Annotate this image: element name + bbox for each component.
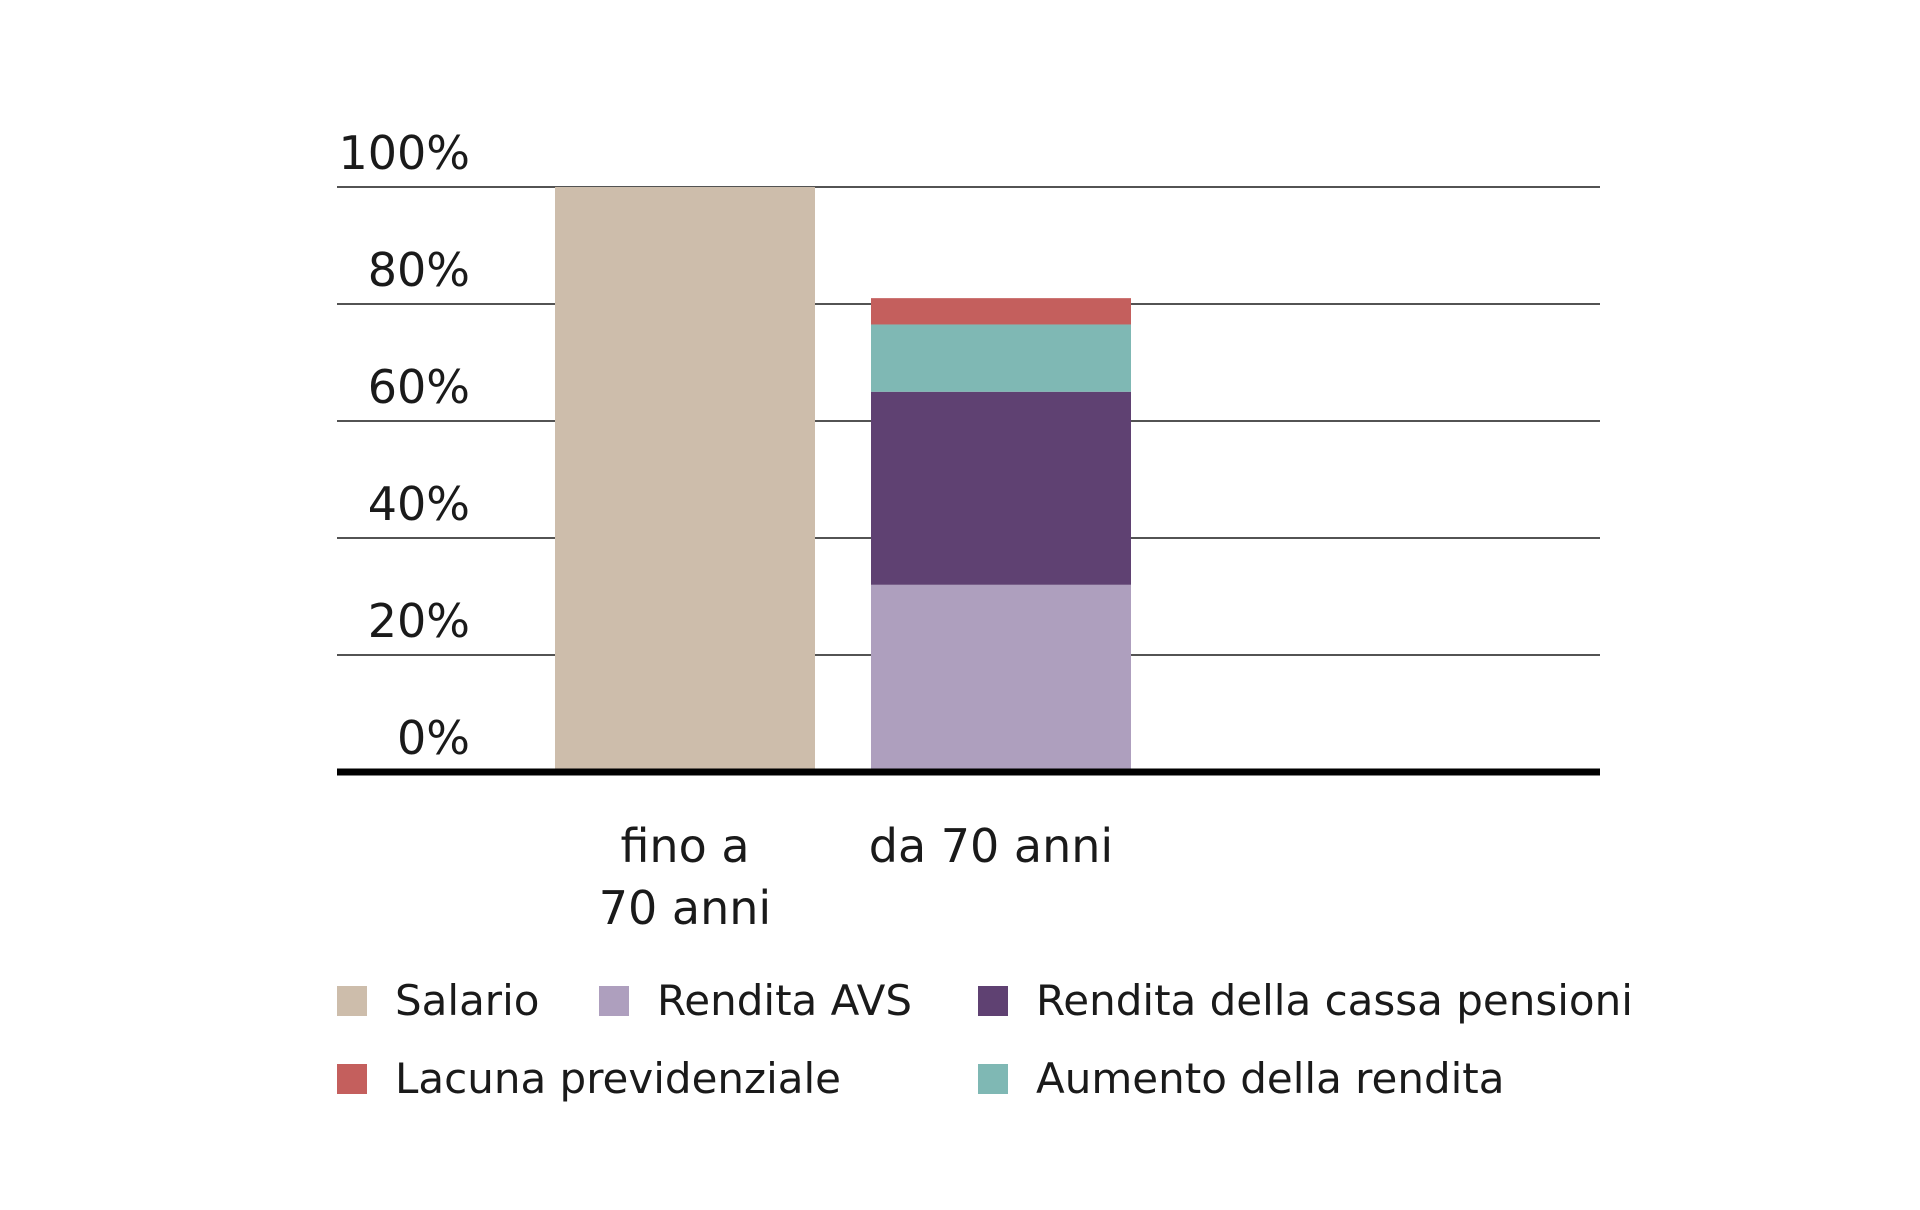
legend-swatch-aumento: [978, 1064, 1008, 1094]
legend-swatch-lacuna: [337, 1064, 367, 1094]
legend-label: Salario: [395, 976, 540, 1025]
legend-label: Lacuna previdenziale: [395, 1054, 842, 1103]
legend-label: Rendita della cassa pensioni: [1036, 976, 1633, 1025]
legend-item-aumento: Aumento della rendita: [978, 1058, 1505, 1100]
chart: 0% 20% 40% 60% 80% 100% fino a 70 anni da 70 an…: [337, 126, 1600, 935]
legend-item-cassa-pensioni: Rendita della cassa pensioni: [978, 980, 1633, 1022]
legend: Salario Rendita AVS Rendita della cassa …: [337, 970, 1637, 1130]
x-axis-labels: fino a 70 anni da 70 anni: [599, 819, 1113, 935]
bar-segment-rendita-della-cassa-pensioni: [871, 391, 1131, 585]
y-tick-label: 20%: [368, 594, 470, 648]
legend-label: Aumento della rendita: [1036, 1054, 1505, 1103]
bars: [555, 187, 1131, 772]
bar-segment-salario: [555, 187, 815, 772]
legend-swatch-rendita-avs: [599, 986, 629, 1016]
bar-segment-rendita-avs: [871, 584, 1131, 772]
y-axis-ticks: 0% 20% 40% 60% 80% 100%: [338, 126, 470, 765]
legend-item-lacuna: Lacuna previdenziale: [337, 1058, 841, 1100]
x-tick-label: da 70 anni: [869, 819, 1113, 873]
y-tick-label: 100%: [338, 126, 470, 180]
bar-segment-aumento-della-rendita: [871, 324, 1131, 392]
legend-swatch-salario: [337, 986, 367, 1016]
legend-swatch-cassa-pensioni: [978, 986, 1008, 1016]
bar-segment-lacuna-previdenziale: [871, 298, 1131, 325]
y-tick-label: 80%: [368, 243, 470, 297]
legend-item-rendita-avs: Rendita AVS: [599, 980, 912, 1022]
y-tick-label: 60%: [368, 360, 470, 414]
legend-label: Rendita AVS: [657, 976, 913, 1025]
x-tick-label: fino a: [620, 819, 749, 873]
legend-item-salario: Salario: [337, 980, 539, 1022]
y-tick-label: 0%: [397, 711, 470, 765]
y-tick-label: 40%: [368, 477, 470, 531]
x-tick-label: 70 anni: [599, 881, 771, 935]
